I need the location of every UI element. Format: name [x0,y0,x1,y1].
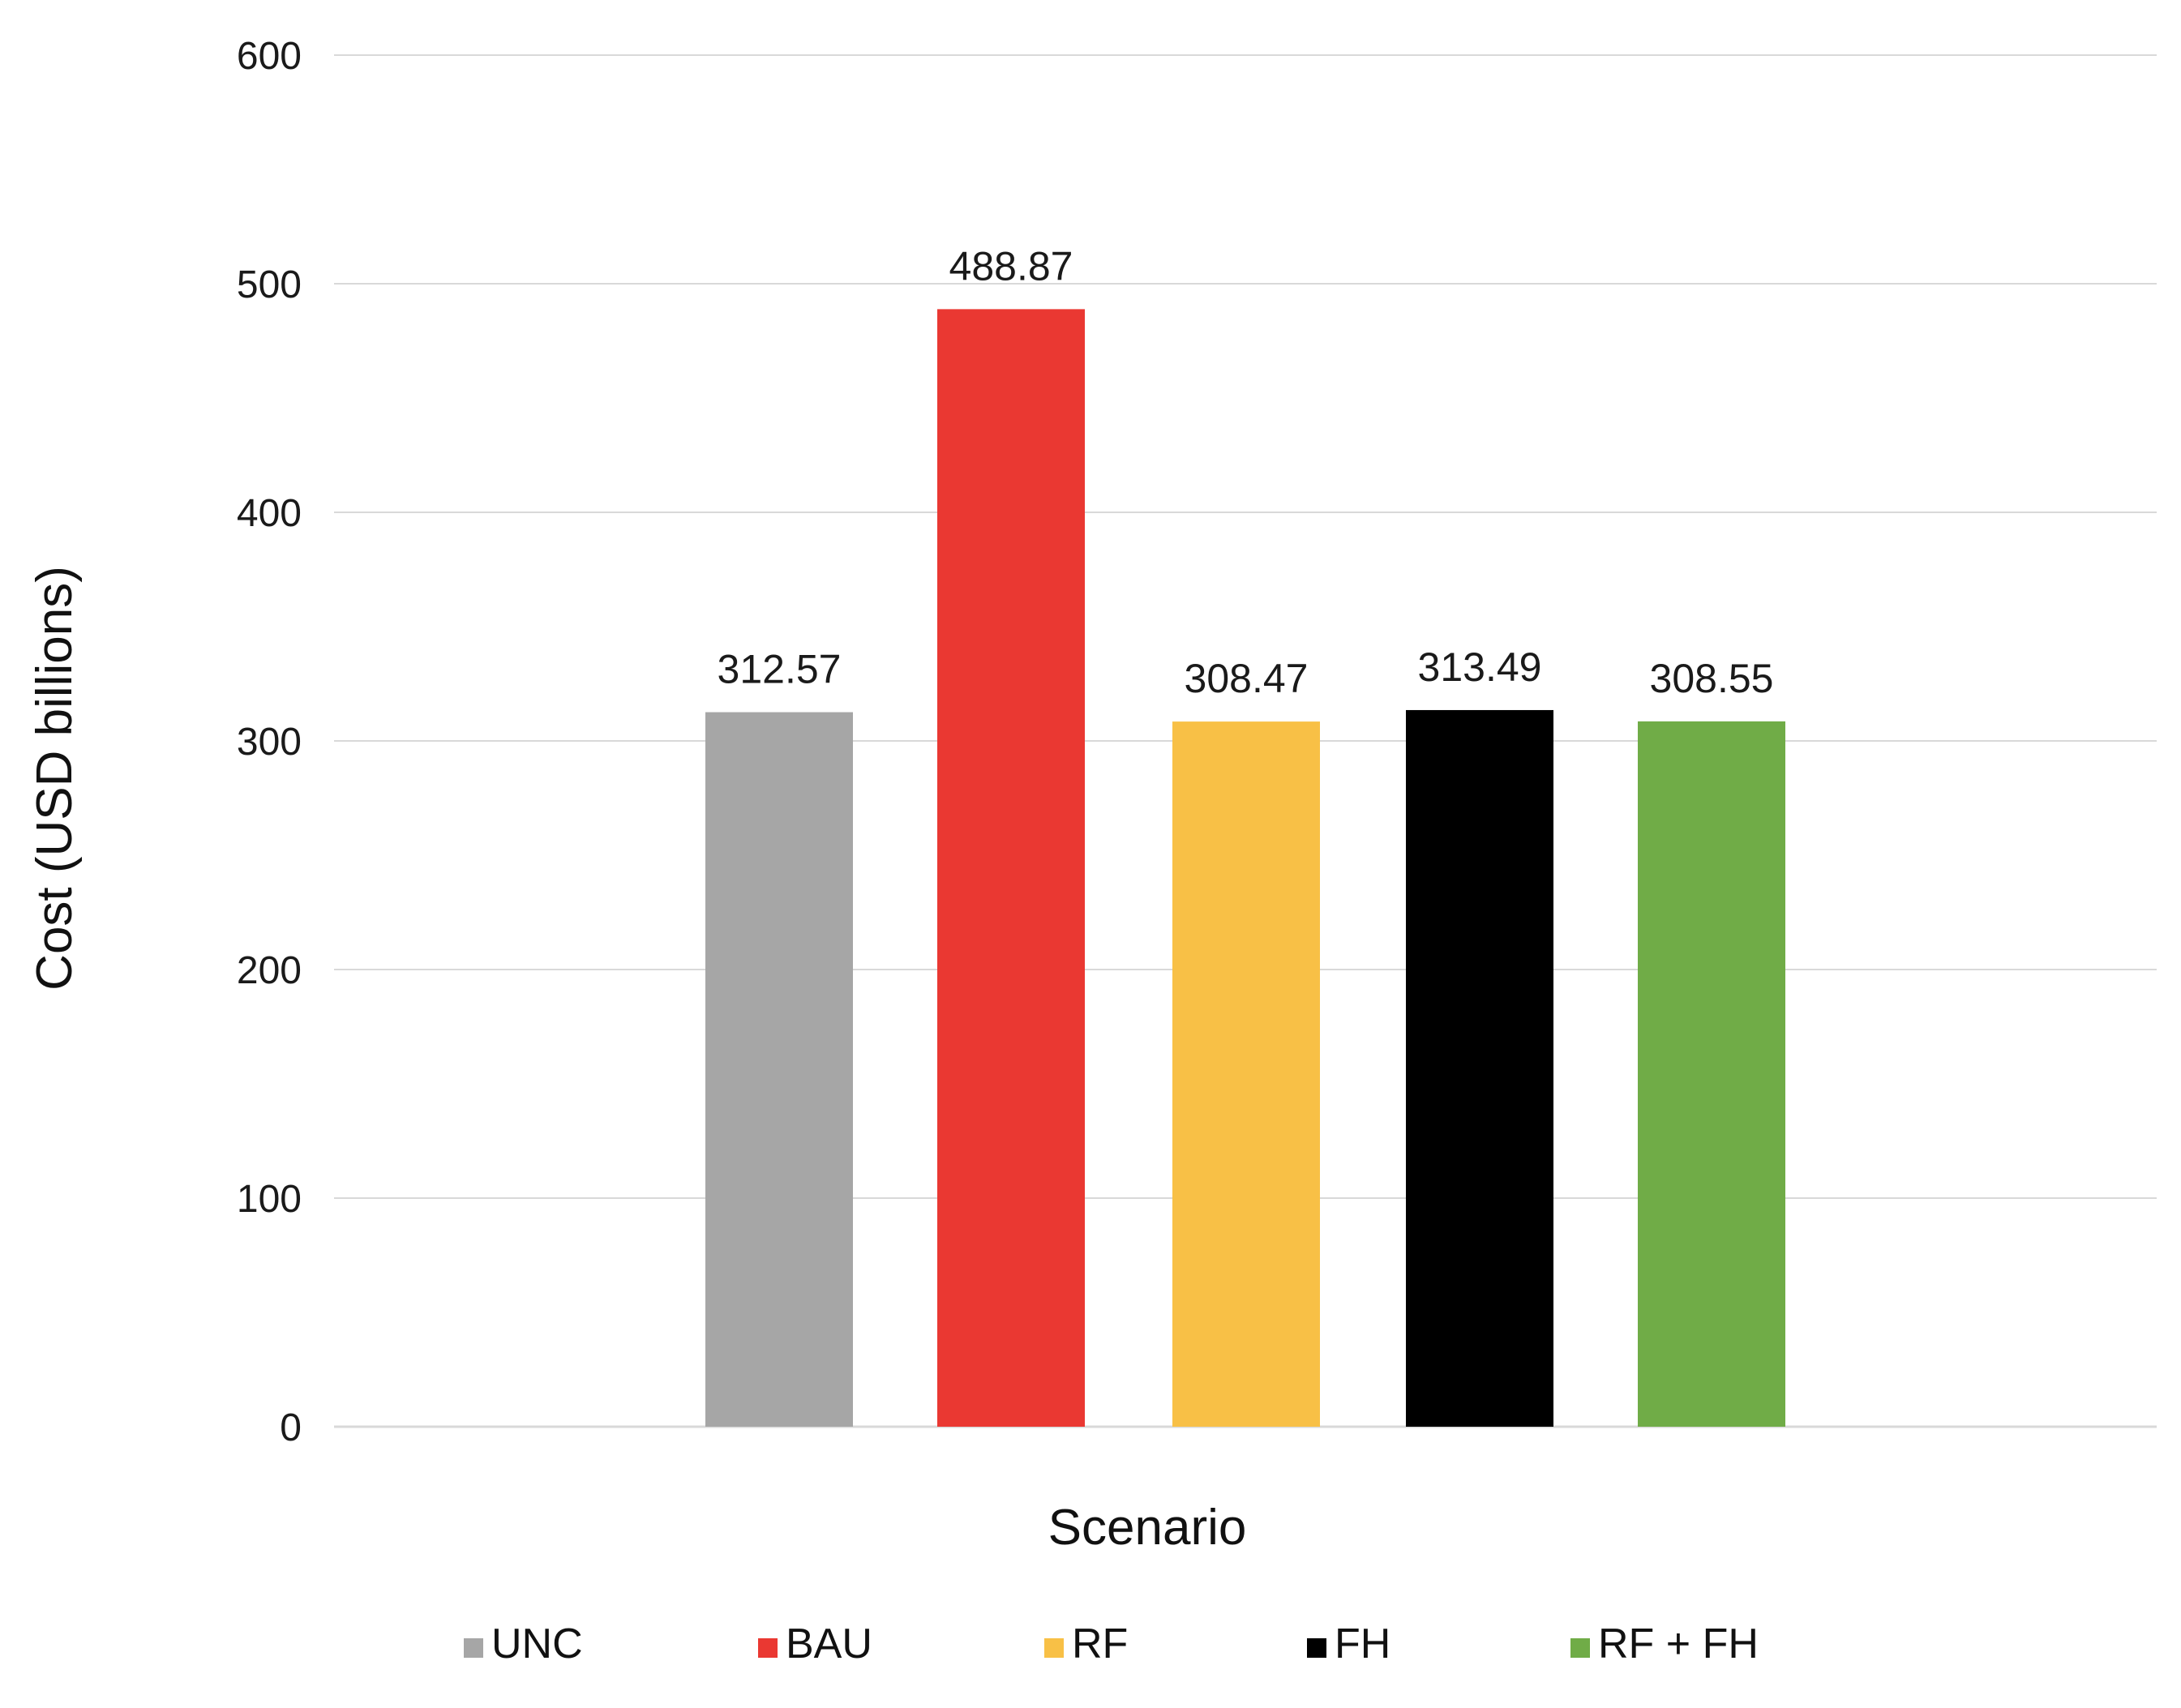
y-axis-ticks: 0 100 200 300 400 500 600 [237,35,302,1449]
y-tick-label: 500 [237,263,302,306]
bar-rf [1172,721,1320,1427]
y-tick-label: 0 [280,1406,302,1449]
gridlines [334,54,2157,1428]
data-labels: 312.57 488.87 308.47 313.49 308.55 [718,243,1774,701]
data-label: 312.57 [718,647,842,692]
data-label: 308.47 [1185,656,1309,701]
y-tick-label: 200 [237,949,302,992]
bar-fh [1406,709,1553,1427]
legend-label: BAU [786,1620,872,1667]
x-axis-title: Scenario [1048,1500,1247,1556]
data-label: 308.55 [1650,656,1774,701]
legend-label: FH [1335,1620,1390,1667]
bars [705,309,1785,1427]
y-tick-label: 400 [237,492,302,535]
legend-item: FH [1307,1620,1390,1667]
y-axis-title: Cost (USD billions) [27,566,83,991]
legend-item: UNC [464,1620,583,1667]
legend-swatch [1044,1638,1064,1658]
legend-swatch [758,1638,778,1658]
legend-swatch [1307,1638,1326,1658]
legend-item: RF + FH [1570,1620,1759,1667]
legend-item: RF [1044,1620,1128,1667]
data-label: 488.87 [949,243,1073,289]
legend-item: BAU [758,1620,872,1667]
y-tick-label: 600 [237,35,302,78]
legend-label: RF + FH [1598,1620,1759,1667]
legend-swatch [1570,1638,1590,1658]
bar-bau [937,309,1085,1427]
bar-rf-fh [1638,721,1785,1427]
y-tick-label: 300 [237,721,302,764]
bar-unc [705,712,853,1427]
legend-label: UNC [491,1620,583,1667]
legend: UNC BAU RF FH RF + FH [464,1620,1759,1667]
legend-label: RF [1072,1620,1128,1667]
y-tick-label: 100 [237,1178,302,1221]
legend-swatch [464,1638,483,1658]
data-label: 313.49 [1418,644,1542,690]
